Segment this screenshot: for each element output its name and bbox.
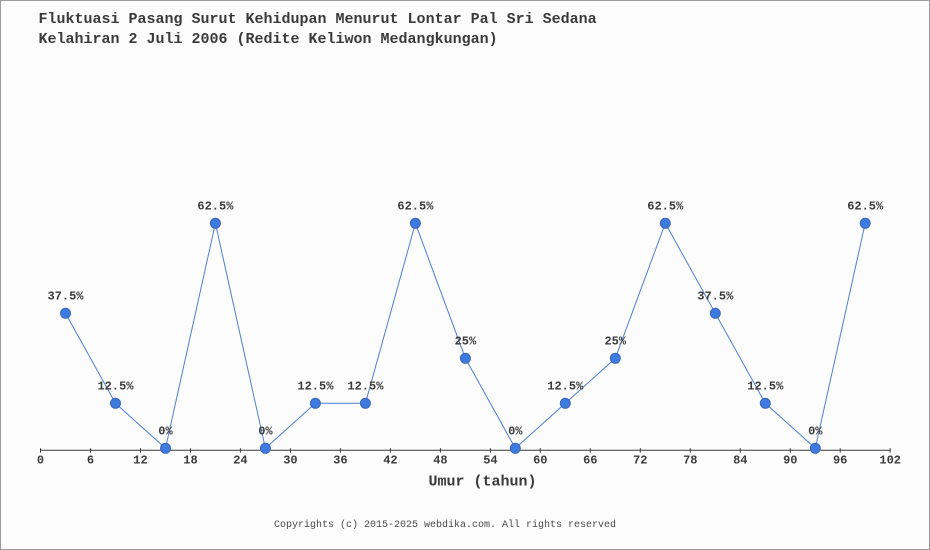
svg-text:37.5%: 37.5% <box>697 290 734 304</box>
svg-text:0%: 0% <box>158 425 173 439</box>
svg-text:0%: 0% <box>508 425 523 439</box>
svg-text:0: 0 <box>37 453 44 467</box>
svg-text:0%: 0% <box>808 425 823 439</box>
svg-text:54: 54 <box>483 453 497 467</box>
svg-text:90: 90 <box>783 453 797 467</box>
svg-text:12.5%: 12.5% <box>747 380 784 394</box>
svg-text:12.5%: 12.5% <box>297 380 334 394</box>
svg-text:37.5%: 37.5% <box>47 290 84 304</box>
svg-text:12.5%: 12.5% <box>97 380 134 394</box>
svg-text:25%: 25% <box>455 335 477 349</box>
svg-text:Umur (tahun): Umur (tahun) <box>428 473 536 490</box>
svg-text:62.5%: 62.5% <box>397 200 434 214</box>
svg-text:25%: 25% <box>604 335 626 349</box>
svg-text:60: 60 <box>533 453 547 467</box>
svg-text:42: 42 <box>383 453 397 467</box>
svg-text:84: 84 <box>733 453 747 467</box>
svg-text:Copyrights (c) 2015-2025 webdi: Copyrights (c) 2015-2025 webdika.com. Al… <box>274 519 616 531</box>
svg-text:6: 6 <box>87 453 94 467</box>
svg-text:78: 78 <box>683 453 697 467</box>
svg-text:72: 72 <box>633 453 647 467</box>
svg-text:102: 102 <box>879 453 901 467</box>
svg-text:12: 12 <box>133 453 147 467</box>
svg-text:36: 36 <box>333 453 347 467</box>
svg-text:48: 48 <box>433 453 447 467</box>
svg-text:62.5%: 62.5% <box>197 200 234 214</box>
svg-text:30: 30 <box>283 453 297 467</box>
svg-text:96: 96 <box>833 453 847 467</box>
svg-text:66: 66 <box>583 453 597 467</box>
svg-text:62.5%: 62.5% <box>847 200 884 214</box>
svg-text:24: 24 <box>233 453 247 467</box>
svg-text:18: 18 <box>183 453 197 467</box>
svg-text:12.5%: 12.5% <box>347 380 384 394</box>
svg-text:Kelahiran 2 Juli 2006 (Redite: Kelahiran 2 Juli 2006 (Redite Keliwon Me… <box>39 31 498 48</box>
svg-text:0%: 0% <box>258 425 273 439</box>
svg-text:62.5%: 62.5% <box>647 200 684 214</box>
svg-text:Fluktuasi Pasang Surut Kehidup: Fluktuasi Pasang Surut Kehidupan Menurut… <box>39 11 597 28</box>
svg-text:12.5%: 12.5% <box>547 380 584 394</box>
